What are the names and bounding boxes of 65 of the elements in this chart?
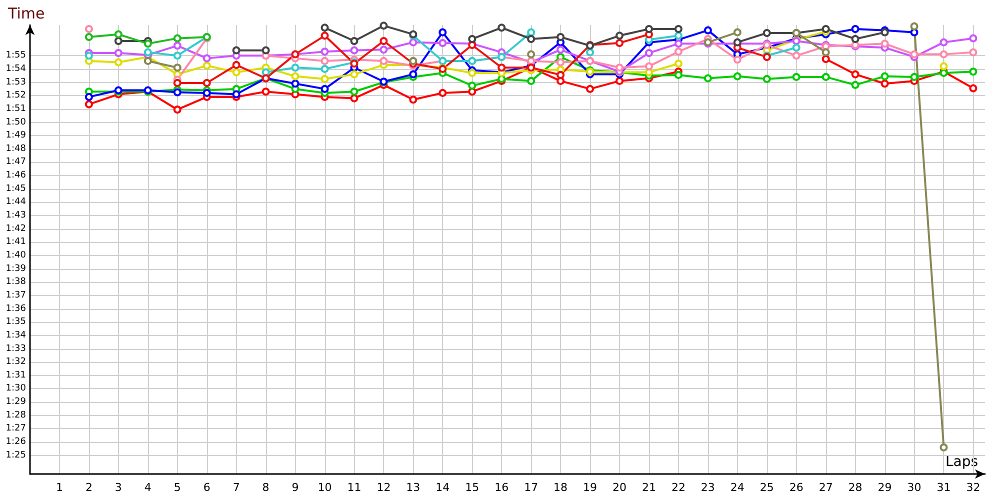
x-tick-label: 32 (966, 481, 980, 494)
y-tick-label: 1:45 (6, 184, 26, 194)
x-tick-label: 22 (671, 481, 686, 494)
x-tick-label: 21 (642, 481, 656, 494)
y-tick-label: 1:27 (6, 424, 26, 434)
x-tick-label: 19 (583, 481, 598, 494)
y-tick-label: 1:49 (6, 130, 26, 141)
y-tick-label: 1:44 (6, 197, 26, 208)
x-tick-label: 20 (612, 481, 627, 494)
y-tick-label: 1:33 (6, 344, 26, 354)
y-tick-label: 1:43 (6, 210, 26, 221)
y-tick-label: 1:37 (6, 290, 26, 300)
x-tick-label: 24 (730, 481, 744, 494)
x-axis-title: Laps (945, 454, 978, 470)
x-tick-label: 25 (760, 481, 774, 494)
y-tick-label: 1:31 (6, 370, 26, 380)
y-tick-label: 1:41 (6, 237, 26, 248)
y-tick-label: 1:52 (6, 90, 26, 101)
y-tick-label: 1:40 (6, 250, 26, 260)
y-tick-label: 1:50 (6, 117, 26, 128)
y-tick-label: 1:36 (6, 304, 26, 314)
y-tick-label: 1:51 (6, 104, 26, 114)
x-tick-label: 6 (203, 481, 210, 494)
y-tick-label: 1:53 (6, 77, 26, 88)
x-tick-label: 14 (436, 481, 450, 494)
y-tick-label: 1:55 (6, 50, 26, 61)
x-tick-label: 3 (114, 481, 122, 494)
y-tick-label: 1:39 (6, 264, 26, 274)
y-tick-label: 1:28 (6, 410, 26, 420)
y-axis-title: Time (7, 4, 45, 22)
x-tick-label: 18 (554, 481, 568, 494)
x-tick-label: 2 (85, 481, 92, 494)
y-tick-label: 1:29 (6, 397, 26, 408)
y-tick-label: 1:30 (6, 384, 26, 394)
x-tick-label: 16 (494, 481, 509, 494)
x-tick-label: 8 (262, 481, 270, 494)
y-tick-label: 1:46 (6, 170, 26, 181)
x-tick-label: 9 (292, 481, 299, 494)
y-tick-label: 1:38 (6, 277, 26, 288)
y-tick-label: 1:54 (6, 64, 26, 74)
x-tick-label: 23 (700, 481, 715, 494)
y-tick-label: 1:47 (6, 157, 26, 168)
x-tick-label: 28 (848, 481, 862, 494)
x-tick-label: 26 (789, 481, 804, 494)
y-tick-label: 1:26 (6, 437, 26, 448)
x-tick-label: 4 (144, 481, 152, 494)
x-tick-label: 27 (818, 481, 833, 494)
y-tick-label: 1:34 (6, 330, 26, 340)
y-tick-label: 1:25 (6, 450, 26, 460)
x-tick-label: 31 (936, 481, 951, 494)
y-tick-label: 1:35 (6, 317, 26, 328)
x-tick-label: 17 (524, 481, 538, 494)
x-tick-label: 15 (465, 481, 480, 494)
x-tick-label: 10 (318, 481, 332, 494)
y-tick-label: 1:48 (6, 144, 26, 154)
x-tick-label: 30 (907, 481, 922, 494)
x-tick-label: 1 (56, 481, 63, 494)
x-tick-label: 5 (174, 481, 181, 494)
x-tick-label: 7 (232, 481, 240, 494)
y-tick-label: 1:42 (6, 224, 26, 234)
x-tick-label: 29 (878, 481, 892, 494)
x-tick-label: 11 (347, 481, 362, 494)
x-tick-label: 12 (376, 481, 391, 494)
y-tick-label: 1:32 (6, 357, 26, 368)
x-tick-label: 13 (406, 481, 420, 494)
